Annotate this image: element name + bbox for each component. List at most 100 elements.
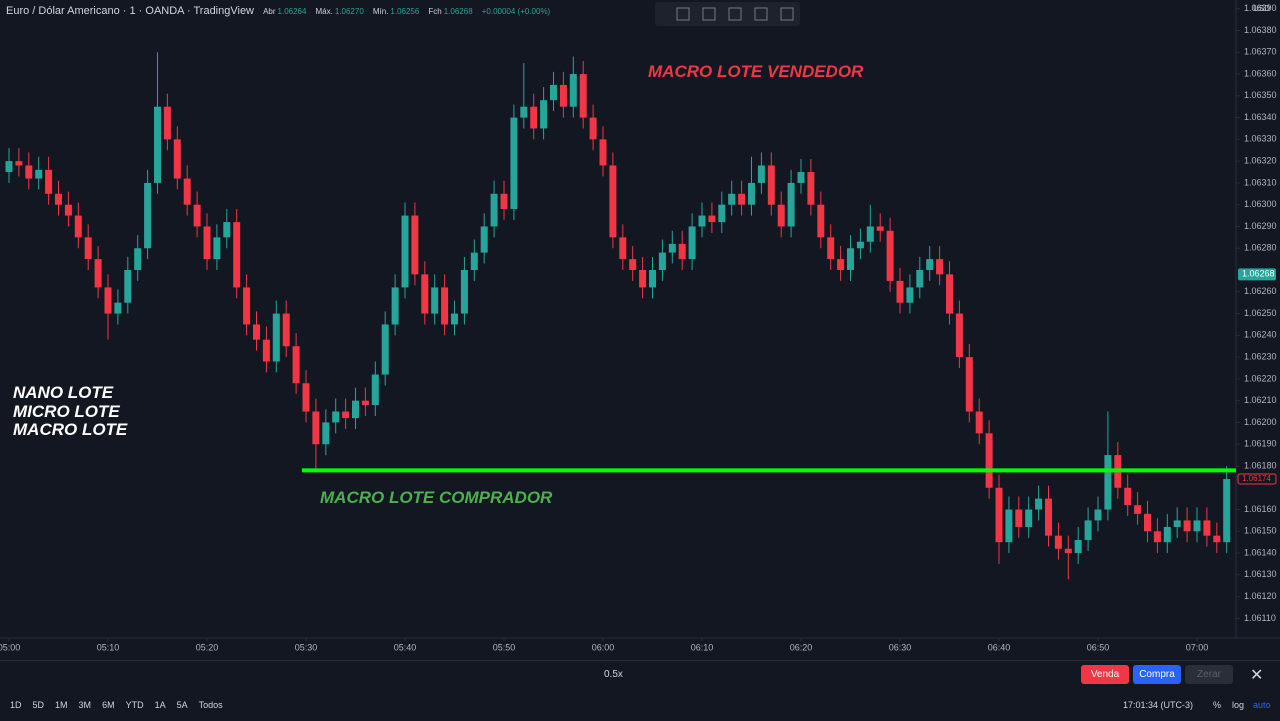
candle-body — [1144, 513, 1151, 532]
y-tick-label: 1.06200 — [1244, 417, 1277, 427]
candle-body — [25, 165, 33, 179]
annotation: NANO LOTE — [13, 383, 114, 402]
candle-body — [1104, 455, 1112, 510]
y-tick-label: 1.06340 — [1244, 112, 1277, 122]
range-button[interactable]: 3M — [78, 700, 92, 710]
range-button[interactable]: 5D — [32, 700, 45, 710]
candle-body — [84, 237, 92, 260]
close-icon[interactable]: ✕ — [1250, 667, 1264, 684]
candle-body — [411, 215, 419, 275]
tool-icon — [754, 7, 768, 21]
bottom-bar: 0.5x Venda Compra Zerar ✕ 1D 5D 1M 3M 6M YTD 1… — [0, 660, 1280, 721]
candle-body — [45, 169, 53, 194]
y-tick-label: 1.06210 — [1244, 395, 1277, 405]
candle-body — [698, 215, 706, 227]
candle-body — [292, 346, 300, 384]
log-toggle[interactable]: log — [1232, 700, 1245, 710]
candle-body — [728, 193, 736, 205]
y-tick-label: 1.06260 — [1244, 286, 1277, 296]
range-button[interactable]: 1D — [10, 700, 22, 710]
range-button[interactable]: YTD — [125, 700, 144, 710]
y-tick-label: 1.06120 — [1244, 591, 1277, 601]
candle-body — [619, 237, 627, 260]
y-tick-label: 1.06160 — [1244, 504, 1277, 514]
ohlc-label: Fch — [428, 7, 442, 16]
candle-body — [649, 270, 656, 288]
candle-body — [1203, 520, 1211, 536]
candle-body — [480, 226, 488, 253]
reset-button[interactable]: Zerar — [1185, 665, 1233, 684]
candle-body — [1223, 479, 1231, 543]
range-button[interactable]: 1A — [154, 700, 166, 710]
range-button[interactable]: 1M — [55, 700, 68, 710]
candle-body — [500, 193, 508, 210]
candle-body — [183, 178, 191, 205]
candle-body — [767, 165, 775, 205]
candle-body — [520, 106, 528, 118]
candle-body — [243, 287, 251, 325]
candle-body — [1064, 548, 1072, 554]
tool-icon — [676, 7, 690, 21]
candle-body — [569, 74, 577, 107]
annotation: MACRO LOTE VENDEDOR — [648, 62, 864, 81]
sell-button[interactable]: Venda — [1081, 665, 1129, 684]
candle-body — [173, 139, 181, 179]
y-tick-label: 1.06220 — [1244, 373, 1277, 383]
candle-body — [203, 226, 211, 260]
candle-body — [302, 383, 310, 412]
candle-body — [550, 84, 557, 101]
candle-body — [965, 357, 973, 412]
candle-body — [718, 204, 726, 223]
ohlc-label: Abr — [263, 7, 276, 16]
candle-body — [1193, 520, 1201, 532]
x-tick-label: 06:40 — [988, 642, 1011, 652]
x-tick-label: 06:10 — [691, 642, 714, 652]
y-tick-label: 1.06230 — [1244, 351, 1277, 361]
header: Euro / Dólar Americano · 1 · OANDA · Tra… — [6, 5, 550, 17]
y-tick-label: 1.06280 — [1244, 243, 1277, 253]
candle-body — [1084, 520, 1092, 541]
chart: 1.06390 1.06380 1.06370 1.06360 1.06350 1.063… — [0, 0, 1280, 652]
x-tick-label: 05:30 — [295, 642, 318, 652]
candle-body — [1173, 520, 1181, 527]
symbol: Euro / Dólar Americano · 1 · OANDA · Tra… — [6, 5, 255, 17]
buy-button[interactable]: Compra — [1133, 665, 1181, 684]
x-tick-label: 07:00 — [1186, 642, 1209, 652]
speed[interactable]: 0.5x — [604, 669, 623, 680]
candle-body — [421, 274, 429, 314]
tool-icon — [780, 7, 794, 21]
auto-toggle[interactable]: auto — [1253, 700, 1271, 710]
percent-toggle[interactable]: % — [1213, 700, 1222, 710]
candle-body — [936, 259, 944, 275]
y-tick-label: 1.06370 — [1244, 47, 1277, 57]
x-tick-label: 06:50 — [1087, 642, 1110, 652]
drawing-toolbar[interactable] — [655, 2, 800, 26]
y-tick-label: 1.06290 — [1244, 221, 1277, 231]
candle-body — [441, 287, 449, 325]
candle-body — [163, 106, 171, 140]
currency: USD — [1253, 4, 1270, 13]
candle-body — [193, 204, 201, 227]
range-button[interactable]: Todos — [198, 700, 223, 710]
x-tick-label: 05:40 — [394, 642, 417, 652]
candle-body — [154, 106, 161, 183]
candle-body — [134, 248, 142, 271]
y-tick-label: 1.06310 — [1244, 177, 1277, 187]
range-button[interactable]: 5A — [176, 700, 188, 710]
y-tick-label: 1.06330 — [1244, 134, 1277, 144]
candle-body — [1025, 509, 1033, 527]
candle-body — [371, 374, 379, 406]
candle-body — [1054, 535, 1062, 549]
candle-body — [74, 215, 82, 238]
y-tick-label: 1.06180 — [1244, 460, 1277, 470]
range-button[interactable]: 6M — [102, 700, 115, 710]
candle-body — [15, 161, 23, 166]
candle-body — [579, 74, 587, 118]
candle-body — [381, 324, 389, 375]
candle-body — [460, 270, 468, 314]
x-tick-label: 05:50 — [493, 642, 516, 652]
range-list: 1D 5D 1M 3M 6M YTD 1A 5A Todos — [10, 700, 234, 710]
candle-body — [678, 243, 686, 260]
candle-body — [312, 411, 320, 445]
